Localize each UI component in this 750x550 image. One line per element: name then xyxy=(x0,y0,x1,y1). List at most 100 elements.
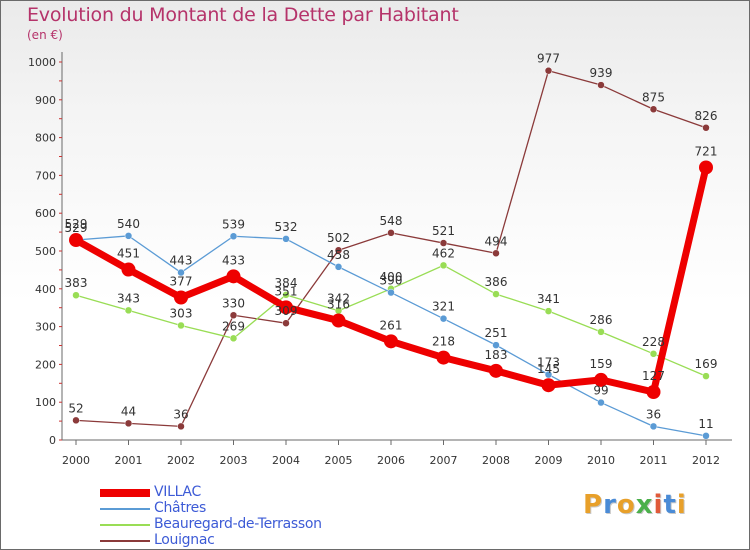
y-tick-label: 700 xyxy=(35,169,56,182)
data-label: 159 xyxy=(590,357,613,371)
data-label: 548 xyxy=(380,214,403,228)
data-label: 532 xyxy=(275,220,298,234)
data-label: 343 xyxy=(117,291,140,305)
data-label: 939 xyxy=(590,66,613,80)
data-label: 443 xyxy=(170,254,193,268)
data-point xyxy=(177,321,185,330)
x-tick-label: 2011 xyxy=(640,454,668,467)
data-point xyxy=(334,263,343,271)
data-point xyxy=(492,290,500,298)
data-label: 502 xyxy=(327,231,350,245)
data-point xyxy=(334,246,343,254)
y-tick-label: 300 xyxy=(35,321,56,334)
chart-subtitle: (en €) xyxy=(27,28,63,42)
data-point xyxy=(544,307,553,315)
data-point xyxy=(702,372,710,380)
data-point xyxy=(387,288,395,297)
data-label: 52 xyxy=(68,401,83,415)
series-line-3 xyxy=(75,70,707,428)
data-label: 286 xyxy=(590,313,613,327)
data-point-villac xyxy=(174,290,188,305)
data-label: 529 xyxy=(65,221,88,235)
x-tick-label: 2002 xyxy=(167,454,195,467)
data-label: 351 xyxy=(275,284,298,298)
data-point xyxy=(229,311,238,320)
x-tick-label: 2009 xyxy=(535,454,563,467)
data-label: 875 xyxy=(642,90,665,104)
data-label: 228 xyxy=(642,335,665,349)
legend-label-villac: VILLAC xyxy=(154,484,201,500)
legend-swatch-louignac xyxy=(100,540,150,542)
data-point xyxy=(282,319,290,327)
data-point xyxy=(439,239,448,247)
data-point xyxy=(702,124,710,132)
data-label: 341 xyxy=(537,292,560,306)
data-label: 433 xyxy=(222,253,245,267)
data-label: 539 xyxy=(222,217,245,231)
data-point xyxy=(229,232,238,241)
x-tick-label: 2004 xyxy=(272,454,300,467)
legend-label-chatres: Châtres xyxy=(154,500,206,516)
data-point xyxy=(544,370,553,379)
data-label: 269 xyxy=(222,319,245,333)
y-tick-label: 100 xyxy=(35,396,56,409)
data-label: 458 xyxy=(327,248,350,262)
data-label: 342 xyxy=(327,292,350,306)
y-tick-label: 0 xyxy=(49,434,56,447)
data-point xyxy=(649,105,658,113)
data-point-villac xyxy=(436,350,451,365)
data-point xyxy=(177,268,185,277)
data-point xyxy=(597,328,605,336)
data-point-villac xyxy=(489,363,503,378)
data-label: 99 xyxy=(593,384,608,398)
data-point xyxy=(439,314,448,323)
data-label: 321 xyxy=(432,300,455,314)
data-point xyxy=(72,416,80,425)
data-label: 540 xyxy=(117,217,140,231)
data-point xyxy=(597,81,605,89)
data-label: 261 xyxy=(380,318,403,332)
data-label: 173 xyxy=(537,356,560,370)
data-point xyxy=(649,422,658,431)
data-label: 721 xyxy=(695,144,718,158)
data-label: 386 xyxy=(485,275,508,289)
data-point xyxy=(177,422,185,431)
x-tick-label: 2012 xyxy=(692,454,720,467)
data-point-villac xyxy=(646,384,661,399)
data-point-villac xyxy=(121,262,136,277)
proxiti-logo: Proxiti xyxy=(583,490,687,520)
data-label: 44 xyxy=(121,404,136,418)
legend-swatch-beauregard xyxy=(100,524,150,526)
legend-swatch-villac xyxy=(100,489,150,497)
data-point-villac xyxy=(69,233,83,248)
data-point-villac xyxy=(384,334,398,349)
data-point xyxy=(492,249,500,258)
chart-axes: 0 100 200 300 400 500 600 700 800 900 1000 2000 2001… xyxy=(28,52,732,467)
data-point xyxy=(124,419,133,428)
data-point xyxy=(387,229,395,237)
data-label: 183 xyxy=(485,348,508,362)
data-label: 309 xyxy=(275,304,298,318)
data-label: 251 xyxy=(485,326,508,340)
data-label: 529 xyxy=(65,217,88,231)
y-tick-label: 900 xyxy=(35,94,56,107)
y-tick-label: 1000 xyxy=(28,56,56,69)
data-label: 11 xyxy=(698,417,713,431)
y-tick-label: 500 xyxy=(35,245,56,258)
data-point xyxy=(597,398,605,407)
data-point xyxy=(439,261,448,270)
legend-label-louignac: Louignac xyxy=(154,532,215,548)
x-tick-label: 2001 xyxy=(115,454,143,467)
data-point xyxy=(544,66,553,75)
data-label: 377 xyxy=(170,274,193,288)
data-label: 169 xyxy=(695,357,718,371)
chart-lines xyxy=(69,66,713,440)
data-label: 316 xyxy=(327,298,350,312)
legend-swatch-chatres xyxy=(100,508,150,510)
legend-label-beauregard: Beauregard-de-Terrasson xyxy=(154,516,322,532)
data-label: 977 xyxy=(537,52,560,66)
data-point-villac xyxy=(594,372,608,387)
data-point-villac xyxy=(226,269,241,284)
data-point xyxy=(492,341,500,349)
data-point xyxy=(282,291,290,299)
